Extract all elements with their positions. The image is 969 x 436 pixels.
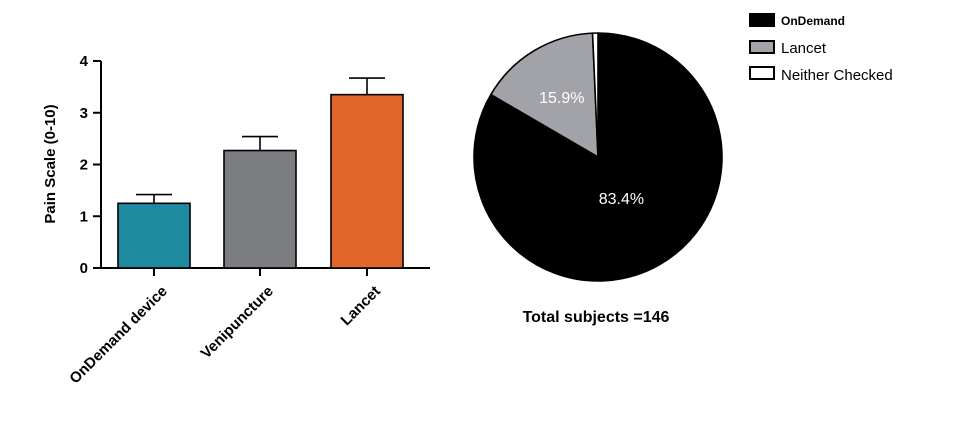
- legend-label-neither-checked: Neither Checked: [781, 67, 893, 84]
- y-tick-label: 2: [80, 157, 88, 174]
- legend-label-lancet: Lancet: [781, 40, 827, 57]
- legend-swatch-lancet: [749, 40, 775, 54]
- category-label-ondemand-device: OnDemand device: [66, 283, 171, 388]
- bar-chart-y-axis-label: Pain Scale (0-10): [42, 104, 59, 223]
- bar-venipuncture: [223, 149, 297, 269]
- bar-chart-bars: [117, 93, 404, 269]
- legend-swatch-ondemand: [749, 13, 775, 27]
- legend-label-ondemand: OnDemand: [781, 14, 845, 28]
- pie-slice-label-lancet: 15.9%: [539, 90, 584, 107]
- bar-ondemand-device: [117, 202, 191, 269]
- bar-chart: Pain Scale (0-10) 0 1 2 3 4 OnDemand device V…: [42, 53, 430, 387]
- pie-chart: 83.4% 15.9% Total subjects =146: [473, 32, 723, 326]
- pie-chart-caption: Total subjects =146: [523, 309, 670, 326]
- y-tick-label: 0: [80, 260, 88, 277]
- pie-chart-legend: OnDemand Lancet Neither Checked: [749, 13, 893, 84]
- bar-chart-error-bars: [136, 77, 385, 204]
- bar-lancet: [330, 93, 404, 269]
- y-tick-label: 4: [80, 53, 89, 70]
- pie-slice-lancet: [490, 32, 599, 158]
- y-tick-label: 3: [80, 105, 88, 122]
- pie-slice-neither-checked: [591, 32, 599, 158]
- bar-chart-category-labels: OnDemand device Venipuncture Lancet: [66, 283, 384, 388]
- pie-slice-ondemand: [473, 32, 723, 282]
- pie-chart-slices: [473, 32, 723, 282]
- bar-chart-x-ticks: [153, 268, 368, 276]
- category-label-venipuncture: Venipuncture: [198, 283, 277, 362]
- y-tick-label: 1: [80, 208, 88, 225]
- legend-swatch-neither-checked: [749, 66, 775, 80]
- category-label-lancet: Lancet: [338, 283, 384, 329]
- pie-slice-label-ondemand: 83.4%: [599, 191, 644, 208]
- bar-chart-y-ticks: 0 1 2 3 4: [80, 53, 101, 277]
